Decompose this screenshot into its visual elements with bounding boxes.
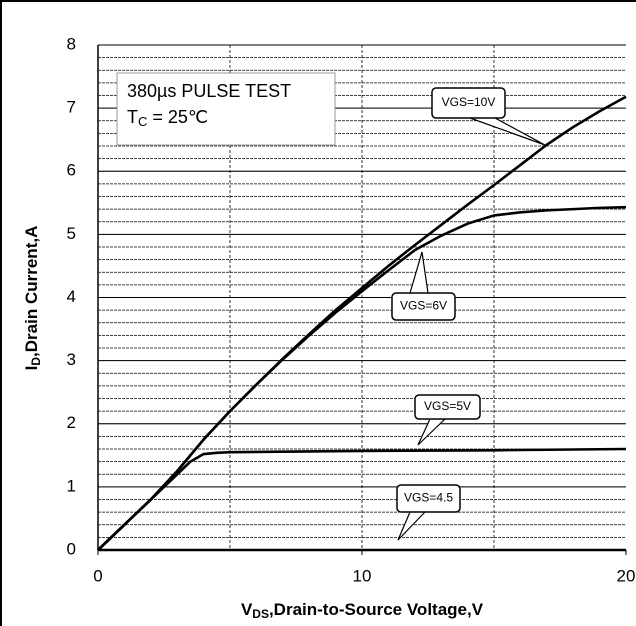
callout-leader: [469, 117, 546, 146]
annotation-box: [116, 72, 336, 146]
label-main: I: [22, 366, 41, 371]
label-rest: = 25℃: [147, 107, 208, 127]
y-tick-label: 6: [67, 161, 76, 180]
callout-box: [414, 394, 481, 420]
y-tick-label: 8: [67, 34, 76, 53]
callout-leader: [409, 251, 429, 294]
label-sub: DS: [252, 607, 269, 621]
label-main: V: [241, 600, 253, 619]
legend-label: VGS=10V: [442, 95, 496, 109]
label-main: T: [127, 107, 138, 127]
label-sub: D: [29, 357, 43, 366]
y-axis-label: ID,Drain Current,A: [22, 226, 43, 371]
x-tick-label: 20: [617, 566, 636, 585]
annotation-line1: 380µs PULSE TEST: [127, 81, 291, 101]
y-tick-label: 3: [67, 350, 76, 369]
x-axis-label: VDS,Drain-to-Source Voltage,V: [241, 600, 484, 621]
legend-label: VGS=5V: [424, 399, 471, 413]
y-tick-label: 7: [67, 98, 76, 117]
callout-box: [431, 87, 506, 119]
callout-box: [391, 292, 456, 321]
legend-label: VGS=4.5: [404, 491, 453, 505]
x-tick-label: 0: [93, 566, 102, 585]
callout-leader: [417, 418, 446, 446]
legend-label: VGS=6V: [400, 299, 447, 313]
y-tick-label: 0: [67, 539, 76, 558]
y-tick-label: 1: [67, 476, 76, 495]
callout-leader: [397, 511, 426, 541]
line-series: [97, 205, 627, 551]
callout-box: [396, 484, 461, 513]
y-tick-label: 5: [67, 224, 76, 243]
y-tick-label: 4: [67, 287, 76, 306]
y-tick-label: 2: [67, 413, 76, 432]
label-rest: ,Drain Current,A: [22, 226, 41, 357]
label-sub: C: [138, 114, 147, 129]
label-rest: ,Drain-to-Source Voltage,V: [269, 600, 484, 619]
annotation-line2: TC = 25℃: [127, 107, 208, 130]
x-tick-label: 10: [353, 566, 372, 585]
line-series: [97, 447, 627, 551]
